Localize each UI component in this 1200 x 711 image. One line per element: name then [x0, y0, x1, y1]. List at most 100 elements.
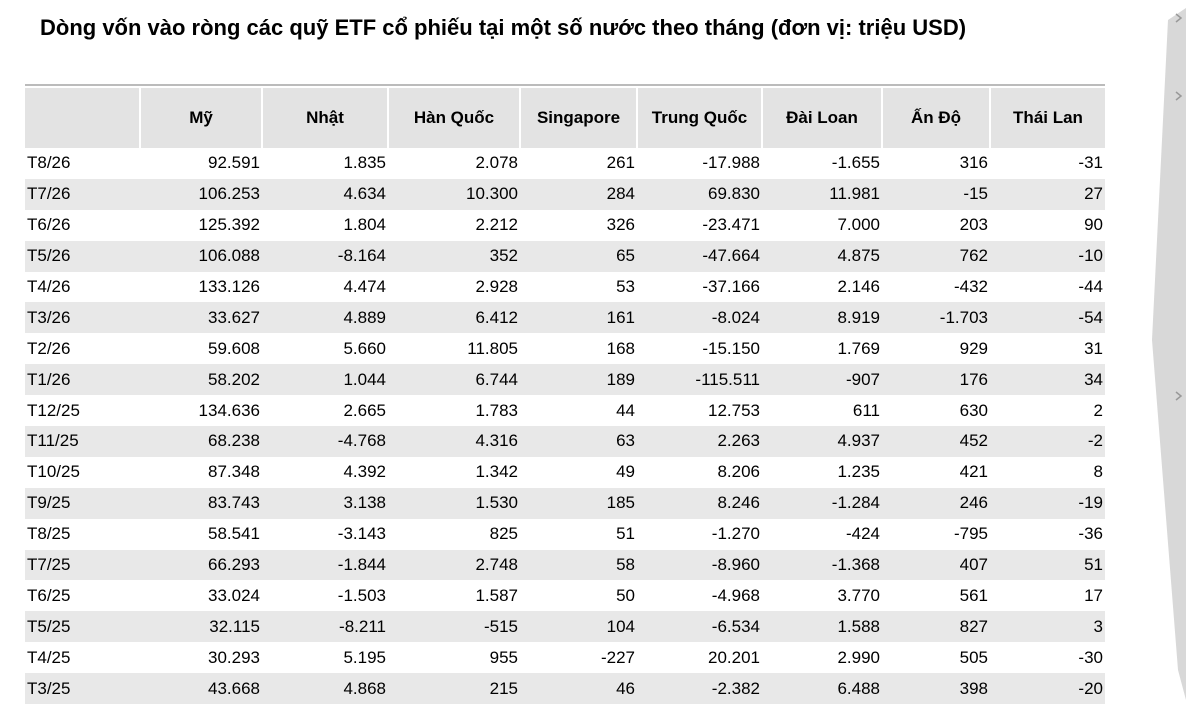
value-cell: 8.246 [637, 487, 762, 519]
value-cell: 4.634 [262, 178, 388, 210]
value-cell: 4.889 [262, 302, 388, 334]
header-cell: Singapore [519, 88, 637, 148]
value-cell: 32.115 [140, 611, 262, 643]
value-cell: 44 [616, 400, 635, 420]
value-cell: 31 [1084, 338, 1103, 358]
value-cell: 69.830 [637, 178, 762, 210]
table-body: T8/26 92.591 1.835 2.078 261 -17.988 -1.655 316… [25, 148, 1105, 705]
month-cell: T12/25 [27, 400, 80, 420]
value-cell: 2.928 [475, 277, 518, 296]
title: Dòng vốn vào ròng các quỹ ETF cổ phiếu t… [40, 15, 967, 40]
value-cell: 8.206 [717, 462, 760, 482]
value-cell: -10 [990, 240, 1105, 272]
value-cell: 3.138 [262, 487, 388, 519]
value-cell: -2 [990, 426, 1105, 457]
value-cell: -20 [990, 673, 1105, 705]
value-cell: 33.627 [140, 302, 262, 334]
value-cell: 12.753 [708, 400, 760, 420]
value-cell: 505 [959, 647, 988, 667]
value-cell: 398 [882, 673, 990, 705]
value-cell: 929 [959, 338, 988, 358]
value-cell: 58.202 [140, 364, 262, 396]
value-cell: 827 [882, 611, 990, 643]
value-cell: 4.316 [388, 426, 520, 457]
value-cell: -15 [882, 178, 990, 210]
value-cell: 34 [990, 364, 1105, 396]
chevron [1175, 13, 1183, 401]
value-cell: 92.591 [208, 153, 260, 173]
value-cell: 134.636 [198, 400, 260, 420]
value-cell: -1.270 [711, 524, 760, 544]
month-cell: T8/26 [27, 153, 71, 173]
month-cell: T6/26 [27, 215, 71, 235]
value-cell: 1.342 [475, 462, 518, 482]
value-cell: 1.587 [475, 585, 518, 605]
value-cell: 4.474 [343, 277, 386, 296]
month-cell: T4/26 [27, 277, 71, 296]
value-cell: 762 [882, 240, 990, 272]
value-cell: -115.511 [637, 364, 762, 396]
value-cell: -795 [953, 524, 988, 544]
value-cell: -19 [990, 487, 1105, 519]
value-cell: 261 [606, 153, 635, 173]
table-row: T8/26 92.591 1.835 2.078 261 -17.988 -1.655 316… [25, 148, 1105, 179]
value-cell: 8.919 [762, 302, 882, 334]
value-cell: 215 [388, 673, 520, 705]
month-cell: T10/25 [27, 462, 80, 482]
value-cell: -17.988 [702, 153, 760, 173]
value-cell: 53 [616, 277, 635, 296]
value-cell: -1.368 [762, 549, 882, 581]
value-cell: 1.235 [837, 462, 880, 482]
month-cell: T6/25 [27, 585, 71, 605]
value-cell: -8.211 [262, 611, 388, 643]
side-panel [1152, 8, 1186, 700]
value-cell: 246 [882, 487, 990, 519]
value-cell: -2.382 [637, 673, 762, 705]
value-cell: 1.783 [475, 400, 518, 420]
value-cell: 5.660 [343, 338, 386, 358]
value-cell: -1.284 [762, 487, 882, 519]
header-cell: Ấn Độ [881, 88, 990, 148]
month-cell: T1/26 [25, 364, 140, 396]
table-row: T7/25 66.293 -1.844 2.748 58 -8.960 -1.368 407 5… [25, 549, 1105, 581]
value-cell: -30 [1078, 647, 1103, 667]
month-cell: T3/25 [25, 673, 140, 705]
value-cell: 2.263 [637, 426, 762, 457]
month-cell: T8/25 [27, 524, 71, 544]
value-cell: 284 [520, 178, 637, 210]
table-row: T5/26 106.088 -8.164 352 65 -47.664 4.875 762 -1… [25, 240, 1105, 272]
value-cell: -8.960 [637, 549, 762, 581]
value-cell: 4.937 [762, 426, 882, 457]
month-cell: T2/26 [27, 338, 71, 358]
value-cell: 65 [520, 240, 637, 272]
value-cell: 4.392 [343, 462, 386, 482]
value-cell: -227 [600, 647, 635, 667]
header-cell: Hàn Quốc [387, 88, 520, 148]
value-cell: 955 [489, 647, 518, 667]
table-row: T8/25 58.541 -3.143 825 51 -1.270 -424 -795 -36 [25, 519, 1105, 550]
value-cell: -15.150 [702, 338, 760, 358]
value-cell: 168 [606, 338, 635, 358]
value-cell: 106.253 [140, 178, 262, 210]
value-cell: 30.293 [208, 647, 260, 667]
table-row: T4/26 133.126 4.474 2.928 53 -37.166 2.146 -432… [25, 272, 1105, 303]
value-cell: -1.703 [882, 302, 990, 334]
value-cell: 352 [388, 240, 520, 272]
value-cell: -432 [953, 277, 988, 296]
table-row: T7/26 106.253 4.634 10.300 284 69.830 11.981 -1… [25, 178, 1105, 210]
value-cell: -6.534 [637, 611, 762, 643]
header-cell: Trung Quốc [636, 88, 762, 148]
value-cell: 58 [520, 549, 637, 581]
value-cell: -4.768 [262, 426, 388, 457]
value-cell: 5.195 [343, 647, 386, 667]
panel-shadow [1152, 8, 1186, 700]
month-cell: T9/25 [25, 487, 140, 519]
value-cell: 63 [520, 426, 637, 457]
value-cell: 611 [852, 400, 880, 420]
value-cell: 49 [616, 462, 635, 482]
value-cell: 407 [882, 549, 990, 581]
value-cell: 66.293 [140, 549, 262, 581]
value-cell: -31 [1078, 153, 1103, 173]
value-cell: -424 [845, 524, 880, 544]
